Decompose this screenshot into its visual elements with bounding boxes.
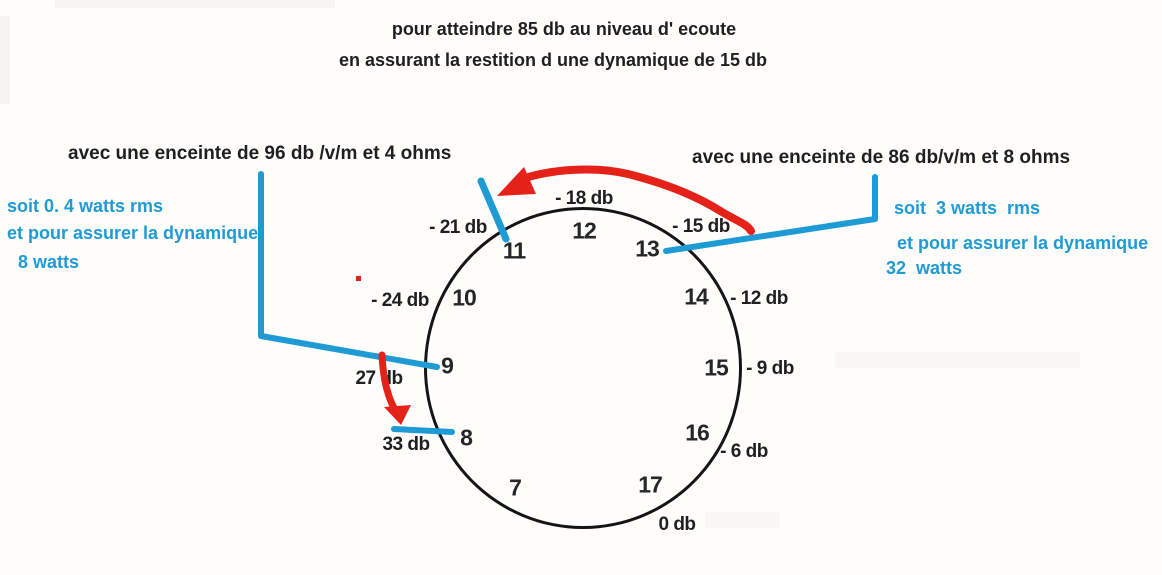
red-curve-arrow [515,165,755,235]
right-speaker-heading: avec une enceinte de 86 db/v/m et 8 ohms [692,147,1071,168]
db-label-17: 0 db [658,514,696,535]
dial-hour-14: 14 [684,283,709,310]
dial-hour-15: 15 [704,354,729,381]
left-dynamics-note: et pour assurer la dynamique [7,223,259,243]
red-down-arrowhead [384,405,411,425]
db-label-10: - 24 db [371,290,429,311]
scan-artifact [55,0,335,8]
dial-hour-7: 7 [509,474,522,501]
title-line-2: en assurant la restition d une dynamique… [338,50,768,70]
right-power-dynamic-note: 32 watts [886,258,963,278]
dial-hour-9: 9 [441,352,454,379]
dial-hour-11: 11 [502,237,526,264]
dial-hour-8: 8 [460,424,473,451]
dial-hour-16: 16 [685,419,710,446]
left-power-dynamic-note: 8 watts [18,252,80,272]
dial-hour-12: 12 [572,217,597,244]
blue-tick-hour-8 [391,426,455,435]
scan-artifact [0,16,10,104]
right-power-rms-note: soit 3 watts rms [894,198,1041,218]
dial-hour-13: 13 [635,235,660,262]
db-label-13: - 15 db [672,216,730,237]
red-dot-mark [356,276,361,281]
left-blue-connector-line [258,171,440,370]
db-label-12: - 18 db [555,188,613,209]
db-label-8: 33 db [382,434,430,455]
scan-artifact [705,512,780,528]
db-label-14: - 12 db [730,288,788,309]
right-dynamics-note: et pour assurer la dynamique [897,233,1149,253]
left-power-rms-note: soit 0. 4 watts rms [7,196,164,216]
red-curve-arrowhead [497,167,536,196]
right-blue-connector-line [663,174,878,254]
db-label-16: - 6 db [720,441,768,462]
left-speaker-heading: avec une enceinte de 96 db /v/m et 4 ohm… [68,143,452,164]
dial-hour-10: 10 [452,284,477,311]
db-label-15: - 9 db [746,358,794,379]
db-label-11: - 21 db [429,217,487,238]
red-down-arrow [378,351,398,412]
blue-tick-hour-11 [477,177,510,243]
title-line-1: pour atteindre 85 db au niveau d' ecoute [391,19,737,39]
dial-hour-17: 17 [638,471,663,498]
scan-artifact [835,352,1080,368]
